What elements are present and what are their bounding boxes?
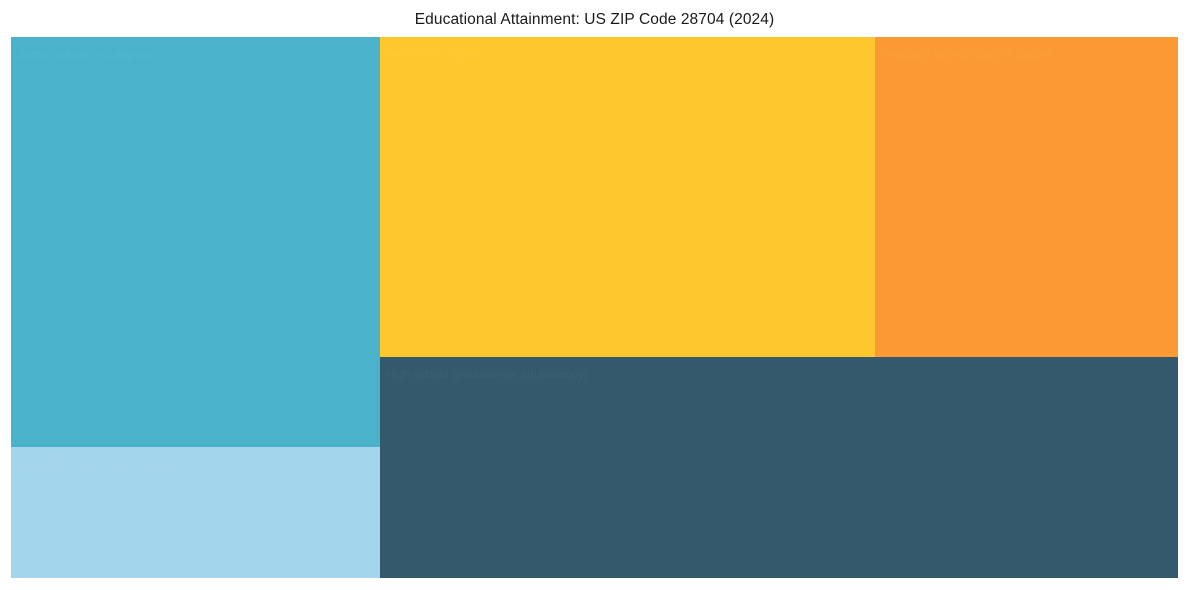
treemap-plot-area: Some college, no degree Bachelor's degree… [11,37,1178,578]
treemap-tile[interactable]: Bachelor's degree [380,37,875,357]
treemap-tile[interactable]: High school graduate (or equivalency) [380,357,1178,578]
treemap-tile[interactable]: Less than high school diploma [11,447,380,578]
treemap-tile-label: Bachelor's degree [386,47,869,61]
treemap-tile[interactable]: Some college, no degree [11,37,380,447]
chart-title: Educational Attainment: US ZIP Code 2870… [414,11,775,28]
treemap-tile-label: Some college, no degree [17,47,374,61]
treemap-tile-label: Less than high school diploma [17,457,374,471]
treemap-tile-label: High school graduate (or equivalency) [386,367,1172,381]
treemap-tile[interactable]: Graduate or professional degree [875,37,1178,357]
treemap-tile-label: Graduate or professional degree [881,47,1172,61]
